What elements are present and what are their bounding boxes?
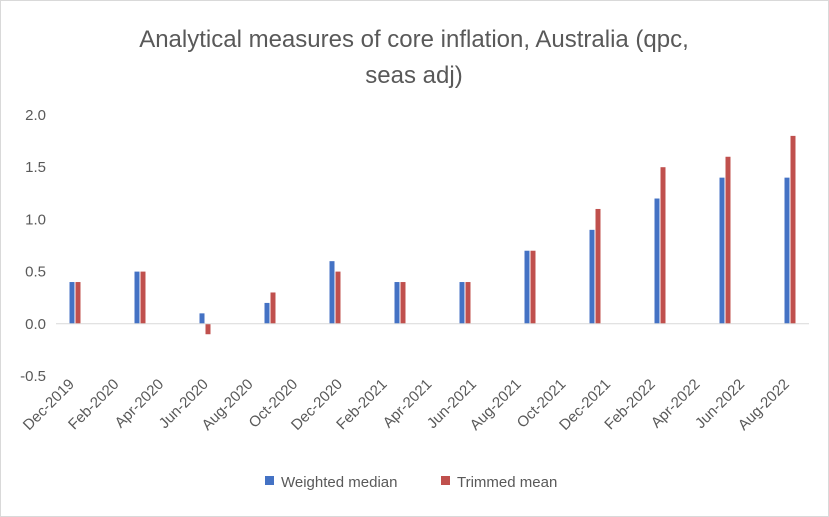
bar-trimmed-mean-sep-2021 (530, 250, 536, 324)
bar-trimmed-mean-dec-2020 (335, 271, 341, 324)
x-axis-ticks: Dec-2019Feb-2020Apr-2020Jun-2020Aug-2020… (20, 376, 793, 434)
legend-swatch-weighted-median (265, 476, 274, 485)
bar-weighted-median-sep-2020 (264, 302, 270, 324)
y-tick-label: -0.5 (20, 368, 46, 385)
y-axis-ticks: 2.0 1.5 1.0 0.5 0.0 -0.5 (20, 107, 46, 385)
y-tick-label: 1.0 (25, 211, 46, 228)
bar-weighted-median-sep-2022 (784, 177, 790, 324)
bar-trimmed-mean-sep-2022 (790, 135, 796, 324)
bar-weighted-median-jun-2020 (199, 313, 205, 324)
bar-weighted-median-sep-2021 (524, 250, 530, 324)
bar-trimmed-mean-mar-2021 (400, 282, 406, 324)
legend-label-weighted-median: Weighted median (281, 474, 397, 491)
legend-swatch-trimmed-mean (441, 476, 450, 485)
bar-trimmed-mean-mar-2020 (140, 271, 146, 324)
bar-weighted-median-mar-2021 (394, 282, 400, 324)
y-tick-label: 0.0 (25, 316, 46, 333)
legend-label-trimmed-mean: Trimmed mean (457, 474, 557, 491)
bar-weighted-median-dec-2019 (69, 282, 75, 324)
bar-trimmed-mean-dec-2019 (75, 282, 81, 324)
y-tick-label: 1.5 (25, 159, 46, 176)
bar-trimmed-mean-dec-2021 (595, 208, 601, 324)
bar-trimmed-mean-jun-2021 (465, 282, 471, 324)
y-tick-label: 0.5 (25, 264, 46, 281)
chart-title-line-2: seas adj) (365, 62, 462, 89)
bar-weighted-median-dec-2020 (329, 261, 335, 324)
bar-trimmed-mean-sep-2020 (270, 292, 276, 324)
bar-weighted-median-mar-2020 (134, 271, 140, 324)
bar-weighted-median-mar-2022 (654, 198, 660, 324)
plot-area (69, 135, 796, 335)
bar-trimmed-mean-jun-2022 (725, 156, 731, 324)
chart-title-line-1: Analytical measures of core inflation, A… (139, 26, 689, 53)
bar-weighted-median-jun-2021 (459, 282, 465, 324)
bar-weighted-median-dec-2021 (589, 229, 595, 324)
legend: Weighted median Trimmed mean (265, 474, 557, 491)
y-tick-label: 2.0 (25, 107, 46, 124)
bar-weighted-median-jun-2022 (719, 177, 725, 324)
bar-trimmed-mean-jun-2020 (205, 323, 211, 335)
bar-trimmed-mean-mar-2022 (660, 167, 666, 324)
